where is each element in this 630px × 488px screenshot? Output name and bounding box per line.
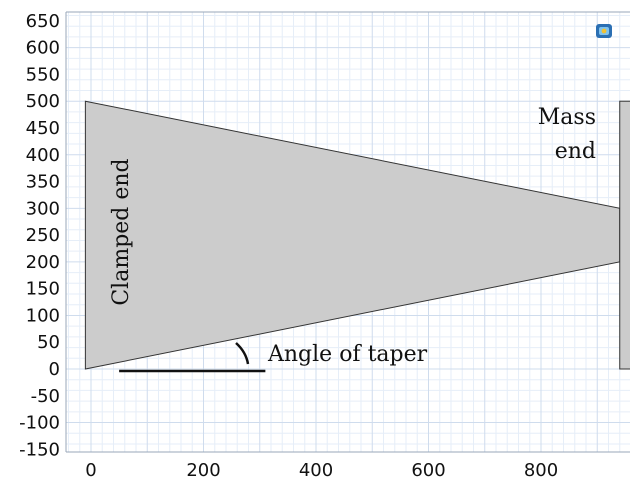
mass-block xyxy=(619,100,630,370)
y-tick-label: 350 xyxy=(26,172,60,193)
y-tick-label: 150 xyxy=(26,279,60,300)
y-tick-label: 450 xyxy=(26,118,60,139)
mass-end-label-line1: Mass xyxy=(538,105,596,130)
y-tick-label: -100 xyxy=(19,413,60,434)
clamped-end-label: Clamped end xyxy=(109,158,134,305)
y-tick-label: 50 xyxy=(37,332,60,353)
x-axis-tick-labels: 020040060080010 xyxy=(85,460,558,481)
y-tick-label: 550 xyxy=(26,64,60,85)
x-tick-label: 800 xyxy=(524,460,558,481)
x-tick-label: 0 xyxy=(85,460,96,481)
y-tick-label: 0 xyxy=(49,359,60,380)
app-logo-icon[interactable] xyxy=(596,24,612,38)
y-tick-label: 200 xyxy=(26,252,60,273)
taper-angle-arc xyxy=(235,342,250,365)
y-tick-label: 100 xyxy=(26,305,60,326)
y-tick-label: 400 xyxy=(26,145,60,166)
x-tick-label: 200 xyxy=(186,460,220,481)
y-tick-label: 500 xyxy=(26,91,60,112)
angle-of-taper-label: Angle of taper xyxy=(267,342,428,367)
y-tick-label: 600 xyxy=(26,38,60,59)
y-tick-label: -150 xyxy=(19,439,60,460)
y-tick-label: 300 xyxy=(26,198,60,219)
y-tick-label: 250 xyxy=(26,225,60,246)
y-tick-label: -50 xyxy=(31,386,60,407)
x-tick-label: 600 xyxy=(411,460,445,481)
mass-end-label-line2: end xyxy=(555,139,596,164)
tapered-beam xyxy=(84,100,621,370)
x-tick-label: 400 xyxy=(299,460,333,481)
y-axis-tick-labels: 650600550500450400350300250200150100500-… xyxy=(19,11,60,460)
y-tick-label: 650 xyxy=(26,11,60,32)
